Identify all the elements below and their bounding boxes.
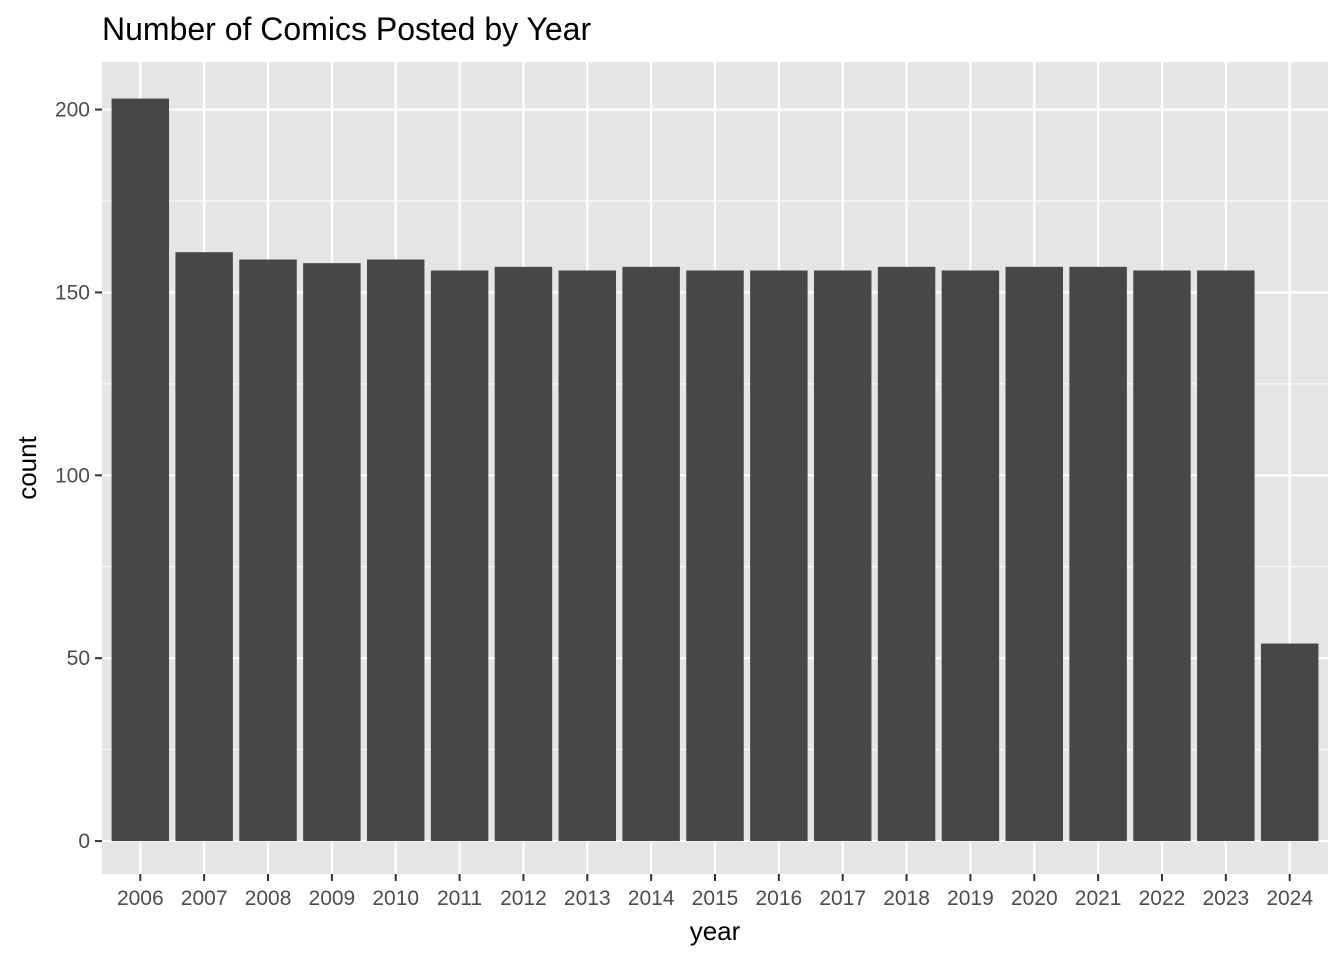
x-axis-title: year (690, 916, 741, 946)
bar (366, 259, 425, 842)
bar (1133, 270, 1191, 842)
bar (622, 266, 680, 842)
x-tick-label: 2006 (117, 887, 164, 910)
y-tick-label: 150 (55, 281, 90, 304)
y-tick-label: 100 (55, 464, 90, 487)
y-axis: 0 50 100 150 200 (55, 99, 102, 853)
x-tick-label: 2020 (1011, 887, 1058, 910)
x-tick-label: 2016 (755, 887, 802, 910)
bar (111, 98, 170, 842)
bar (877, 266, 936, 842)
bar (1197, 270, 1255, 842)
bar (430, 270, 489, 842)
x-tick-label: 2007 (181, 887, 228, 910)
x-tick-label: 2013 (564, 887, 611, 910)
x-tick-label: 2019 (947, 887, 994, 910)
bar (750, 270, 808, 842)
bar (303, 263, 361, 842)
x-axis: 2006 2007 2008 2009 2010 2011 2012 2013 2014 2015… (117, 874, 1313, 910)
x-tick-label: 2017 (819, 887, 866, 910)
x-tick-label: 2015 (692, 887, 739, 910)
x-tick-label: 2022 (1139, 887, 1186, 910)
x-tick-label: 2021 (1075, 887, 1122, 910)
bar (175, 252, 233, 842)
x-tick-label: 2008 (245, 887, 292, 910)
bar (239, 259, 297, 842)
bar (813, 270, 872, 842)
y-tick-label: 200 (55, 99, 90, 122)
bar (941, 270, 1000, 842)
x-tick-label: 2012 (500, 887, 547, 910)
x-tick-label: 2011 (437, 887, 482, 910)
y-tick-label: 50 (67, 647, 90, 670)
x-tick-label: 2023 (1202, 887, 1249, 910)
bar (558, 270, 617, 842)
x-tick-label: 2018 (883, 887, 930, 910)
bars (111, 98, 1319, 842)
y-axis-title: count (12, 435, 42, 499)
x-tick-label: 2009 (309, 887, 356, 910)
chart-title: Number of Comics Posted by Year (102, 11, 591, 47)
bar (1260, 643, 1319, 842)
bar (1069, 266, 1127, 842)
x-tick-label: 2010 (372, 887, 419, 910)
x-tick-label: 2014 (628, 887, 675, 910)
bar (686, 270, 744, 842)
y-tick-label: 0 (78, 830, 90, 853)
bar (494, 266, 553, 842)
bar (1005, 266, 1064, 842)
x-tick-label: 2024 (1266, 887, 1313, 910)
